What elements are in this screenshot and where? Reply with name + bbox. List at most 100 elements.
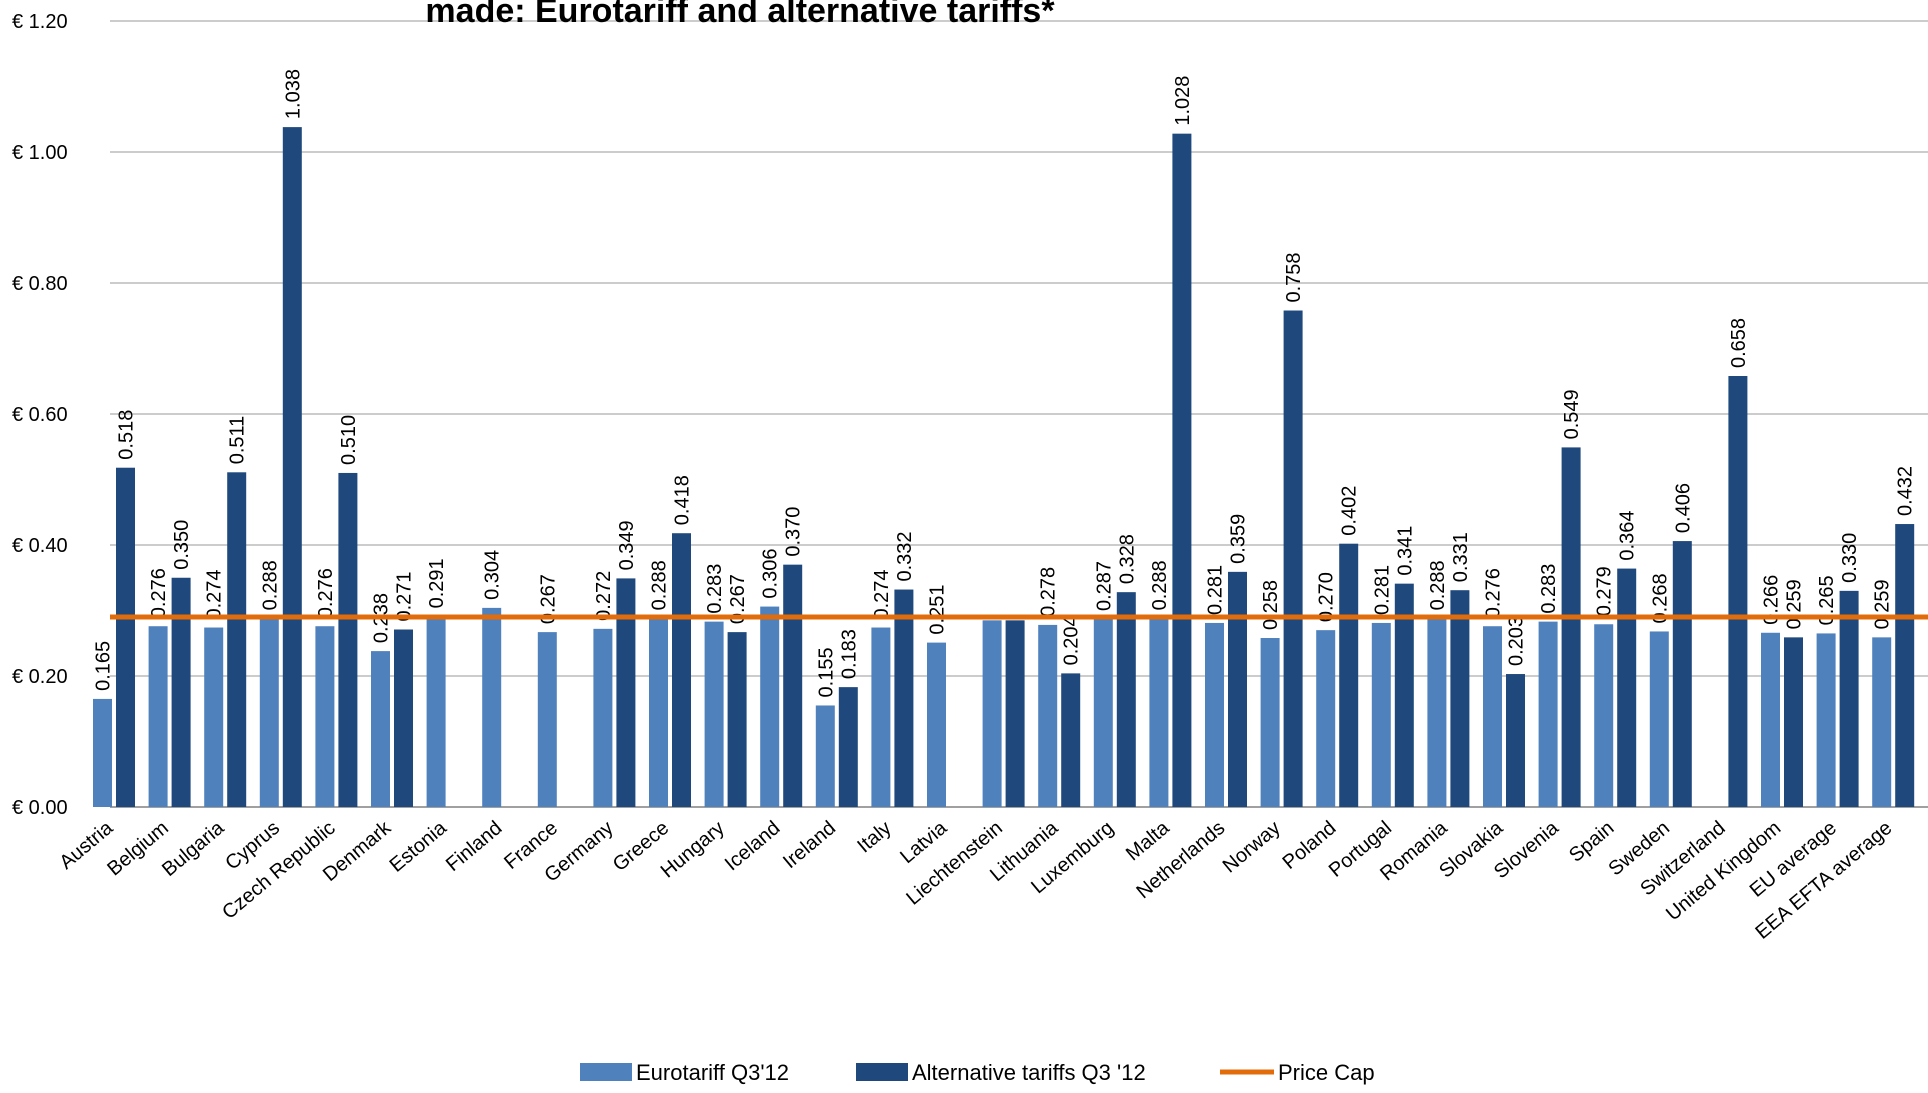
data-label: 0.406	[1672, 483, 1694, 533]
data-label: 0.281	[1205, 565, 1227, 615]
bar-alternative	[1228, 571, 1247, 807]
bar-alternative	[1672, 541, 1692, 807]
bar-alternative	[1116, 592, 1136, 807]
data-label: 0.349	[616, 520, 638, 570]
data-label: 0.330	[1839, 533, 1861, 583]
bar-eurotariff	[204, 627, 224, 807]
y-tick-label: € 0.80	[12, 273, 68, 295]
data-label: 0.267	[727, 574, 749, 624]
bar-alternative	[1839, 590, 1859, 807]
data-label: 0.328	[1116, 534, 1138, 584]
data-label: 0.549	[1561, 389, 1583, 439]
data-label: 0.155	[815, 647, 837, 697]
bar-alternative	[394, 629, 413, 807]
bar-eurotariff	[927, 642, 946, 807]
bar-eurotariff	[1538, 621, 1558, 807]
data-label: 0.281	[1371, 565, 1393, 615]
data-label: 0.304	[482, 550, 504, 600]
bar-eurotariff	[1038, 624, 1058, 807]
bar-alternative	[338, 472, 358, 807]
bar-alternative	[727, 632, 747, 807]
data-label: 0.658	[1728, 318, 1750, 368]
data-label: 0.258	[1260, 580, 1282, 630]
bar-alternative	[116, 467, 135, 807]
category-label: Liechtenstein	[902, 817, 1006, 910]
data-label: 0.758	[1283, 252, 1305, 302]
data-label: 1.028	[1172, 76, 1194, 126]
data-label: 0.288	[649, 560, 671, 610]
data-label: 0.266	[1761, 575, 1783, 625]
bar-eurotariff	[148, 626, 168, 807]
data-label: 0.370	[783, 507, 805, 557]
data-label: 0.291	[426, 558, 448, 608]
category-label: Norway	[1219, 817, 1285, 877]
bar-eurotariff	[371, 651, 390, 807]
data-label: 0.341	[1394, 526, 1416, 576]
data-label: 0.288	[1149, 560, 1171, 610]
bar-alternative	[1061, 673, 1081, 807]
data-label: 0.267	[537, 574, 559, 624]
y-tick-label: € 1.00	[12, 142, 68, 164]
data-label: 0.278	[1038, 567, 1060, 617]
y-tick-label: € 0.40	[12, 535, 68, 557]
data-label: 0.279	[1594, 566, 1616, 616]
bar-alternative	[1728, 376, 1748, 807]
data-label: 0.274	[204, 569, 226, 619]
data-label: 0.272	[593, 571, 615, 621]
bar-eurotariff	[1260, 638, 1280, 807]
bar-alternative	[1561, 447, 1581, 807]
data-label: 0.418	[672, 475, 694, 525]
bars	[93, 127, 1915, 808]
bar-eurotariff	[1483, 626, 1502, 807]
category-label: Hungary	[657, 817, 729, 882]
data-label: 0.271	[394, 571, 416, 621]
data-label: 0.283	[704, 564, 726, 614]
bar-eurotariff	[1205, 622, 1224, 807]
bar-eurotariff	[1594, 624, 1614, 807]
category-label: Ireland	[779, 817, 840, 873]
data-label: 0.359	[1228, 514, 1250, 564]
bar-alternative	[1506, 674, 1525, 807]
bar-eurotariff	[1816, 633, 1836, 807]
data-label: 0.364	[1617, 511, 1639, 561]
data-label: 0.259	[1784, 579, 1806, 629]
bar-eurotariff	[1761, 632, 1780, 807]
bar-eurotariff	[1371, 622, 1391, 807]
bar-alternative	[1283, 310, 1303, 807]
data-label: 0.276	[315, 568, 337, 618]
bar-alternative	[1895, 524, 1915, 807]
data-label: 0.511	[227, 416, 249, 465]
data-labels: 0.1650.5180.2760.3500.2740.5110.2881.038…	[93, 69, 1917, 697]
bar-eurotariff	[982, 620, 1002, 807]
data-label: 0.276	[1483, 568, 1505, 618]
bar-eurotariff	[815, 705, 835, 807]
bar-eurotariff	[482, 607, 502, 807]
y-axis-ticks: € 0.00 € 0.20 € 0.40 € 0.60 € 0.80 € 1.00 € 1.…	[12, 11, 68, 819]
bar-alternative	[894, 589, 914, 807]
data-label: 0.183	[838, 629, 860, 679]
bar-alternative	[838, 687, 858, 807]
legend-label: Alternative tariffs Q3 '12	[912, 1060, 1146, 1085]
data-label: 0.518	[116, 410, 138, 460]
bar-eurotariff	[93, 698, 112, 807]
category-label: Iceland	[721, 817, 785, 875]
bar-alternative	[227, 472, 247, 807]
bar-alternative	[616, 578, 636, 807]
data-label: 0.350	[171, 520, 193, 570]
bar-eurotariff	[1149, 618, 1169, 807]
chart-title: made: Eurotariff and alternative tariffs…	[425, 0, 1055, 30]
category-label: Italy	[853, 817, 895, 857]
data-label: 0.165	[93, 641, 115, 691]
legend-label: Price Cap	[1278, 1060, 1375, 1085]
bar-alternative	[1339, 543, 1359, 807]
bar-eurotariff	[315, 626, 335, 807]
data-label: 0.251	[927, 585, 949, 635]
bar-alternative	[282, 127, 302, 808]
bar-alternative	[1784, 637, 1803, 807]
legend-swatch	[580, 1063, 632, 1081]
bar-eurotariff	[1872, 637, 1892, 807]
bar-alternative	[1617, 568, 1637, 807]
bar-eurotariff	[426, 616, 446, 807]
data-label: 0.332	[894, 531, 916, 581]
